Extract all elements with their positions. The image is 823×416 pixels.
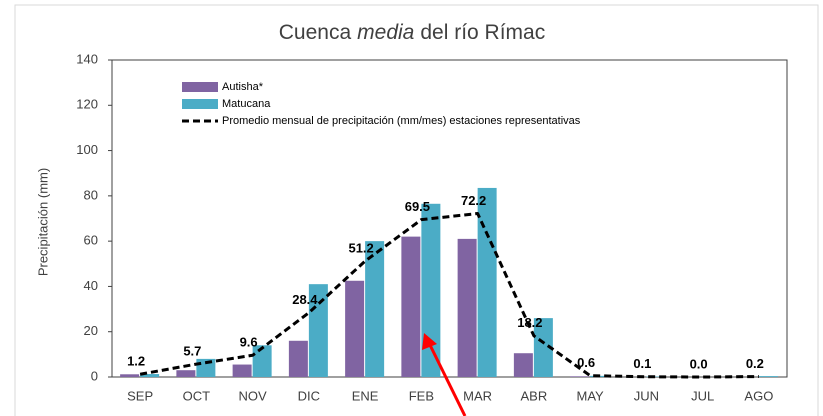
data-label: 5.7 (183, 344, 201, 359)
bar (513, 353, 533, 377)
x-tick-label: DIC (298, 388, 320, 403)
bar (252, 345, 272, 377)
bar (477, 187, 497, 377)
legend-swatch (182, 82, 218, 92)
x-tick-label: SEP (127, 388, 153, 403)
data-label: 0.6 (577, 355, 595, 370)
title-italic: media (357, 21, 414, 44)
y-tick-label: 0 (91, 368, 98, 383)
y-tick-label: 120 (76, 97, 98, 112)
data-label: 28.4 (292, 292, 318, 307)
bar (345, 280, 365, 377)
bar (120, 374, 140, 377)
x-tick-label: NOV (239, 388, 268, 403)
data-label: 69.5 (405, 199, 430, 214)
bar (288, 340, 308, 377)
x-tick-label: FEB (409, 388, 434, 403)
bar (570, 376, 590, 377)
bar (758, 376, 778, 377)
bar (140, 374, 160, 377)
x-tick-label: JUN (634, 388, 659, 403)
title-part: Cuenca (279, 21, 352, 44)
data-label: 0.2 (746, 356, 764, 371)
bar (421, 203, 441, 377)
line (139, 212, 759, 379)
y-tick-label: 80 (84, 187, 98, 202)
y-tick-label: 140 (76, 51, 98, 66)
x-tick-label: ENE (352, 388, 379, 403)
legend-swatch (182, 99, 218, 109)
y-axis-label: Precipitación (mm) (35, 168, 50, 276)
bar (176, 370, 196, 377)
data-label: 9.6 (240, 335, 258, 350)
bar (232, 364, 252, 377)
legend-label: Matucana (222, 98, 271, 110)
legend-label: Promedio mensual de precipitación (mm/me… (222, 115, 581, 127)
bar (365, 241, 385, 377)
annotation-arrow (428, 344, 467, 416)
x-tick-label: MAY (577, 388, 605, 403)
plot-frame (111, 59, 788, 378)
data-label: 1.2 (127, 354, 145, 369)
legend-label: Autisha* (222, 81, 264, 93)
y-tick-label: 40 (84, 278, 98, 293)
bar (401, 236, 421, 377)
x-tick-label: JUL (691, 388, 714, 403)
data-label: 18.2 (517, 315, 542, 330)
data-label: 51.2 (348, 241, 373, 256)
bar (457, 238, 477, 377)
data-label: 72.2 (461, 193, 486, 208)
bar (533, 318, 553, 377)
title-part: del río Rímac (420, 21, 545, 44)
y-tick-label: 20 (84, 323, 98, 338)
x-tick-label: AGO (744, 388, 773, 403)
annotation-arrowhead (422, 333, 437, 350)
y-tick-label: 60 (84, 233, 98, 248)
x-tick-label: ABR (521, 388, 548, 403)
data-label: 0.0 (690, 356, 708, 371)
data-label: 0.1 (633, 356, 651, 371)
x-tick-label: MAR (463, 388, 492, 403)
x-tick-label: OCT (183, 388, 211, 403)
marks: 0 20 40 60 80 100 120 140 SEP OCT NOV DIC ENE FEB MAR A… (76, 51, 778, 403)
chart-title: Cuenca media del río Rímac (279, 21, 545, 44)
y-tick-label: 100 (76, 142, 98, 157)
